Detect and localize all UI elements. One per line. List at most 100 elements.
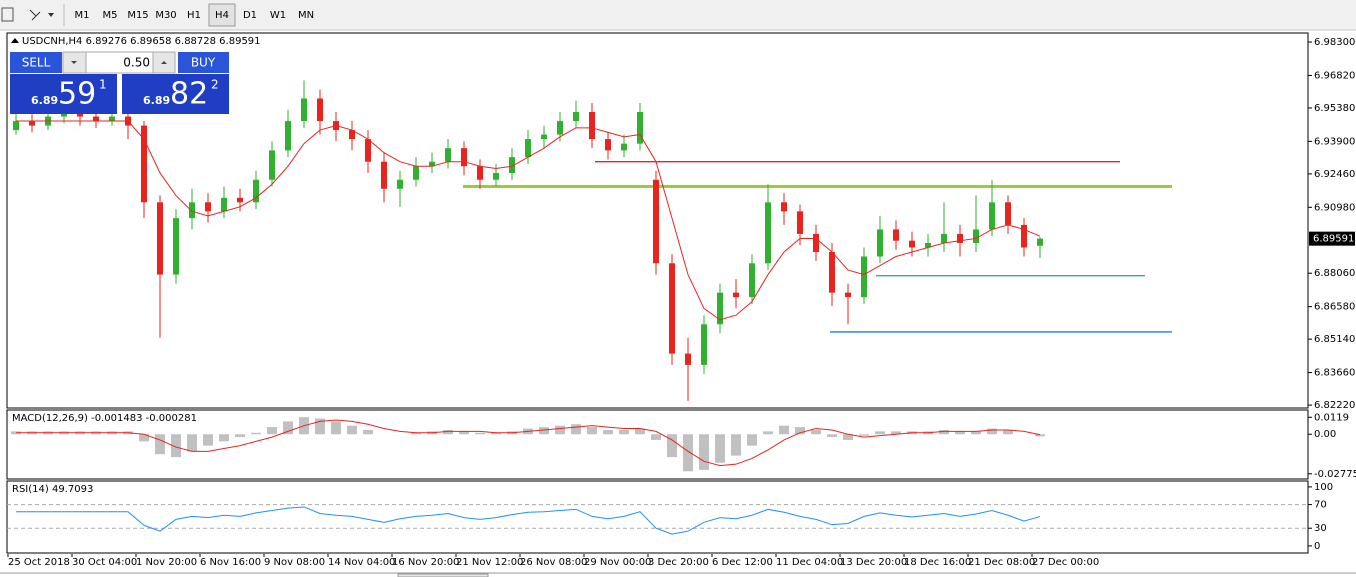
y-tick-label: 6.93900 [1314, 136, 1355, 147]
candle-body [829, 251, 835, 293]
macd-bar [555, 425, 565, 435]
y-tick-label: 6.90980 [1314, 202, 1355, 213]
candle-body [653, 179, 659, 264]
candle-body [1005, 202, 1011, 225]
candle-body [861, 256, 867, 298]
timeframe-button[interactable]: D1 [243, 10, 257, 21]
price-pips[interactable]: 82 [170, 77, 208, 112]
y-tick-label: 6.96820 [1314, 70, 1355, 81]
candle-body [221, 197, 227, 212]
candle-body [685, 353, 691, 365]
timeframe-button[interactable]: M15 [127, 10, 148, 21]
macd-bar [779, 425, 789, 435]
panel-title: MACD(12,26,9) -0.001483 -0.000281 [12, 413, 197, 424]
sell-label[interactable]: SELL [22, 56, 51, 70]
x-tick-label: 18 Dec 16:00 [904, 557, 971, 568]
macd-bar [331, 421, 341, 435]
candle-body [717, 292, 723, 325]
candle-body [13, 121, 19, 131]
y-tick-label: 6.98300 [1314, 37, 1355, 48]
macd-bar [411, 432, 421, 435]
timeframe-button[interactable]: W1 [270, 10, 286, 21]
candle-body [237, 197, 243, 203]
macd-bar [459, 431, 469, 435]
macd-bar [251, 432, 261, 435]
macd-bar [875, 431, 885, 435]
candle-body [1021, 224, 1027, 248]
candle-body [141, 125, 147, 203]
candle-body [733, 292, 739, 298]
price-block[interactable] [122, 74, 229, 114]
candle-body [509, 157, 515, 173]
macd-bar [699, 434, 709, 470]
price-fraction[interactable]: 2 [211, 78, 219, 92]
y-tick-label: 0.00 [1314, 429, 1336, 440]
macd-bar [715, 434, 725, 463]
macd-bar [1035, 434, 1045, 437]
candle-body [525, 139, 531, 158]
macd-bar [443, 429, 453, 435]
timeframe-button[interactable]: M30 [155, 10, 176, 21]
candle-body [461, 148, 467, 167]
candle-body [1037, 238, 1043, 246]
price-block[interactable] [10, 74, 117, 114]
dropdown-arrow[interactable] [48, 13, 54, 17]
candle-body [397, 179, 403, 189]
draw-tool-icon[interactable] [29, 9, 41, 21]
price-big[interactable]: 6.89 [31, 94, 58, 107]
x-tick-label: 1 Nov 20:00 [136, 557, 197, 568]
price-big[interactable]: 6.89 [143, 94, 170, 107]
sell-button[interactable] [10, 52, 62, 73]
candle-body [285, 121, 291, 151]
macd-bar [267, 427, 277, 435]
timeframe-button[interactable]: M5 [103, 10, 118, 21]
macd-bar [811, 429, 821, 435]
candle-body [989, 202, 995, 230]
candle-body [109, 116, 115, 122]
indicator-line [16, 419, 1041, 467]
macd-bar [219, 434, 229, 442]
buy-button[interactable] [178, 52, 229, 73]
toolbar [0, 0, 1356, 30]
active-timeframe[interactable] [208, 3, 236, 27]
buy-label[interactable]: BUY [191, 56, 216, 70]
x-tick-label: 29 Nov 00:00 [584, 557, 651, 568]
x-tick-label: 21 Dec 08:00 [968, 557, 1035, 568]
macd-bar [539, 427, 549, 435]
y-tick-label: 6.83660 [1314, 368, 1355, 379]
candle-body [429, 161, 435, 167]
y-tick-label: 30 [1314, 523, 1327, 534]
timeframe-button[interactable]: M1 [75, 10, 90, 21]
x-tick-label: 30 Oct 04:00 [72, 557, 137, 568]
candle-body [477, 166, 483, 180]
candle-body [253, 179, 259, 203]
candle-body [445, 148, 451, 162]
candle-body [189, 202, 195, 219]
panel-frame [6, 409, 1309, 480]
macd-bar [939, 429, 949, 435]
indicator-line [16, 506, 1041, 535]
y-tick-label: 6.95380 [1314, 103, 1355, 114]
timeframe-button[interactable]: H4 [215, 10, 229, 21]
macd-bar [235, 434, 245, 438]
candle-body [621, 143, 627, 151]
lot-value[interactable]: 0.50 [123, 56, 150, 70]
tab[interactable] [397, 573, 489, 577]
candle-body [925, 242, 931, 248]
macd-bar [683, 434, 693, 472]
candle-body [637, 112, 643, 144]
macd-bar [491, 432, 501, 435]
text-tool-icon[interactable] [1, 7, 14, 22]
price-pips[interactable]: 59 [58, 77, 96, 112]
candle-body [957, 233, 963, 243]
macd-bar [763, 431, 773, 435]
macd-bar [587, 427, 597, 435]
timeframe-button[interactable]: MN [298, 10, 314, 21]
timeframe-button[interactable]: H1 [187, 10, 201, 21]
candle-body [413, 166, 419, 180]
price-fraction[interactable]: 1 [99, 78, 107, 92]
price-tag-label: 6.89591 [1313, 234, 1354, 245]
x-tick-label: 27 Dec 00:00 [1032, 557, 1099, 568]
candle-body [301, 98, 307, 122]
